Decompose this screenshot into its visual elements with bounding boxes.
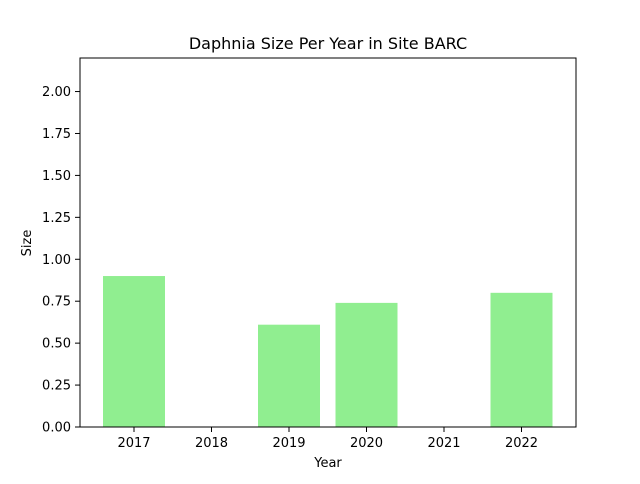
y-tick-label-0.50: 0.50 (42, 337, 71, 352)
y-axis-label: Size (20, 230, 35, 257)
x-axis-label: Year (313, 456, 342, 471)
x-tick-label-2021: 2021 (427, 436, 460, 451)
x-tick-label-2017: 2017 (117, 436, 150, 451)
y-tick-label-0.75: 0.75 (42, 295, 71, 310)
y-tick-label-1.75: 1.75 (42, 127, 71, 142)
y-tick-label-0.25: 0.25 (42, 379, 71, 394)
x-axis: 2017 2018 2019 2020 2021 2022 (117, 427, 538, 451)
x-tick-label-2022: 2022 (505, 436, 538, 451)
bars-layer (103, 276, 553, 427)
x-tick-label-2019: 2019 (272, 436, 305, 451)
bar-2019 (258, 324, 320, 427)
y-tick-label-1.25: 1.25 (42, 211, 71, 226)
y-tick-label-1.00: 1.00 (42, 253, 71, 268)
bar-2020 (335, 302, 398, 427)
x-tick-label-2018: 2018 (195, 436, 228, 451)
bar-2017 (103, 276, 165, 427)
plot-frame (79, 57, 577, 428)
y-axis: 0.00 0.25 0.50 0.75 1.00 1.25 1.50 1.75 2.00 (42, 85, 80, 436)
bar-2022 (490, 292, 553, 427)
chart-title: Daphnia Size Per Year in Site BARC (189, 34, 467, 53)
y-tick-label-1.50: 1.50 (42, 169, 71, 184)
y-tick-label-0.00: 0.00 (42, 421, 71, 436)
x-tick-label-2020: 2020 (350, 436, 383, 451)
y-tick-label-2.00: 2.00 (42, 85, 71, 100)
